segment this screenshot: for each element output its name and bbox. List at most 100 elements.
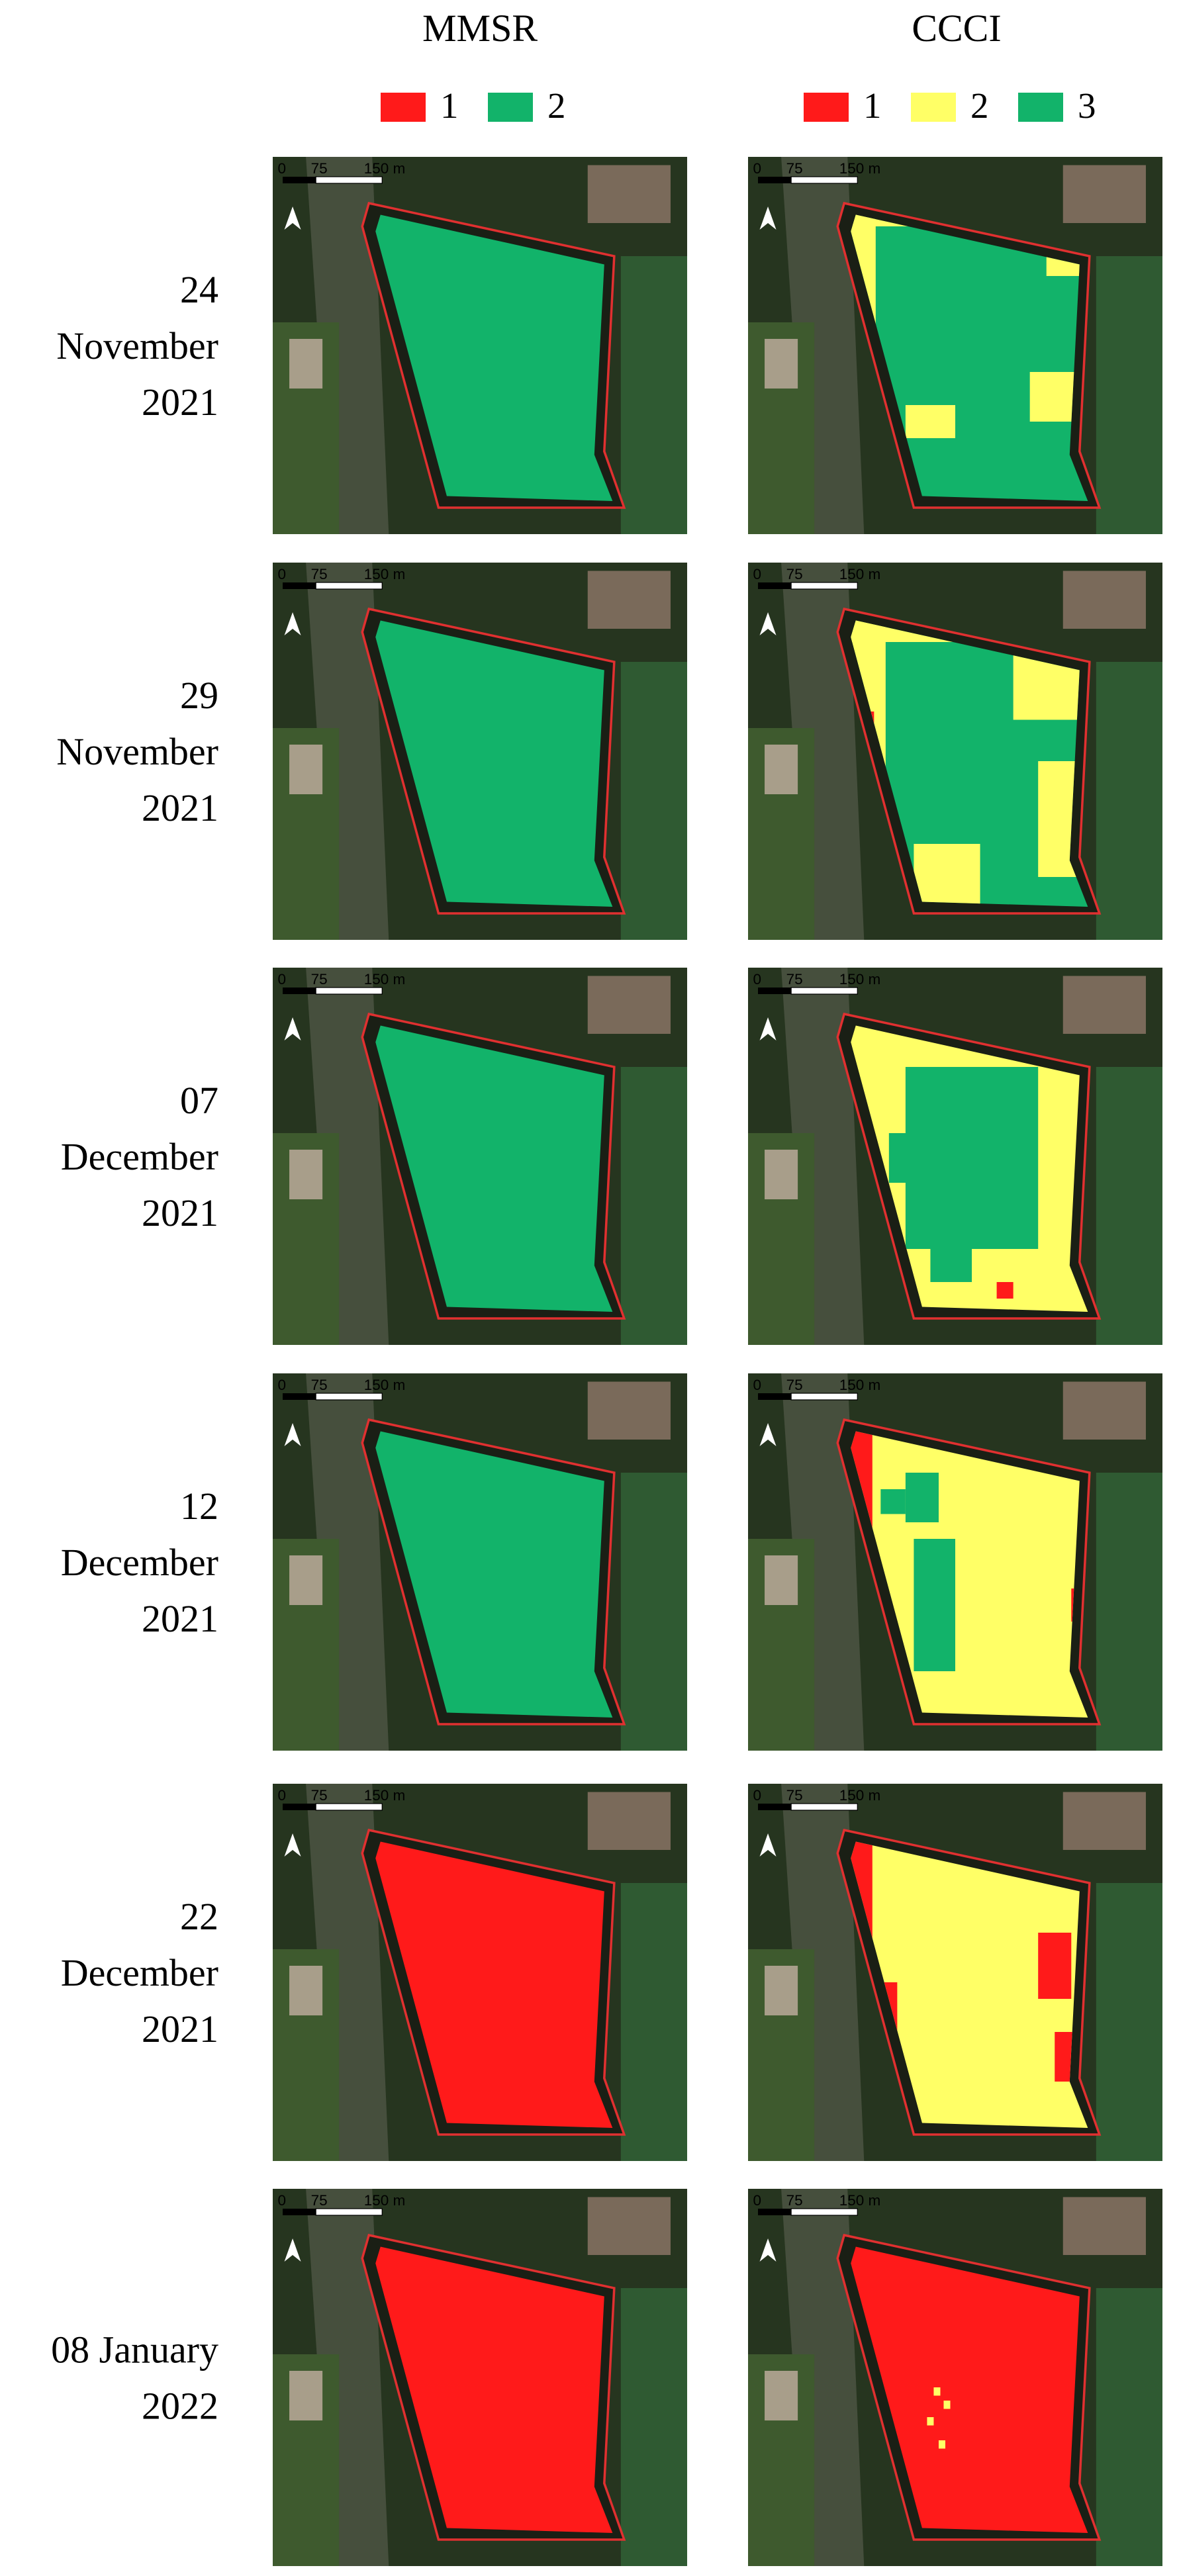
scale-bar-white [315,582,383,590]
class-patch [888,1133,922,1183]
scale-label: 75 [311,971,328,988]
class-patch [914,1539,955,1671]
north-arrow [284,612,301,635]
meadow [1096,2288,1162,2566]
scale-label: 0 [278,1787,287,1804]
field-class [375,1841,613,2128]
date-label: 08 January [51,2328,218,2371]
scale-bar-black [283,1393,316,1400]
scale-label: 0 [278,1377,287,1393]
date-label: 12 [180,1485,218,1528]
buildings [289,1555,323,1605]
scale-label: 0 [278,971,287,988]
scale-bar: 0 75 150 m [278,566,406,590]
scale-label: 150 m [364,1787,406,1804]
scale-label: 0 [753,1787,762,1804]
scale-label: 0 [753,971,762,988]
field-class [375,2246,613,2533]
meadow [620,1473,687,1751]
map-panel: 0 75 150 m [748,563,1162,940]
scale-bar-white [315,987,383,995]
scale-bar: 0 75 150 m [278,1787,406,1811]
scale-label: 150 m [364,971,406,988]
north-arrow [759,612,777,635]
legend-swatch [381,93,426,122]
scale-bar-black [283,2209,316,2215]
scale-bar-white [790,1803,858,1811]
meadow [620,1883,687,2161]
scale-label: 0 [753,160,762,177]
scale-bar-black [758,177,792,183]
scale-label: 75 [311,1787,328,1804]
scale-bar: 0 75 150 m [753,2192,880,2216]
scale-label: 0 [278,160,287,177]
field-class [851,1841,1088,2128]
north-arrow [759,2238,777,2262]
scale-bar: 0 75 150 m [753,971,881,995]
scale-label: 75 [786,1377,803,1393]
scale-bar-black [283,988,316,994]
date-label: 2021 [142,786,218,829]
class-patch [996,1282,1014,1299]
legend-label: 1 [440,85,459,126]
scale-label: 150 m [839,971,881,988]
scale-bar-black [758,2209,792,2215]
map-panel: 0 75 150 m [273,1373,687,1751]
scale-bar-white [790,176,858,184]
buildings [1062,165,1146,223]
scale-label: 0 [753,2192,762,2209]
scale-label: 75 [786,566,803,582]
date-label: December [61,1951,218,1994]
buildings [765,339,798,389]
map-panel: 0 75 150 m [273,563,687,940]
legend-label: 2 [970,85,989,126]
map-panel: 0 75 150 m [273,157,687,534]
column-title: MMSR [422,7,538,50]
scale-label: 75 [786,1787,803,1804]
date-label: 2021 [142,381,218,424]
legend-swatch [911,93,956,122]
scale-label: 150 m [839,160,881,177]
class-patch [905,1067,1039,1249]
scale-bar-black [283,1804,316,1810]
north-arrow [284,1017,301,1040]
map-panel: 0 75 150 m [273,968,687,1345]
scale-label: 150 m [839,566,881,582]
scale-bar: 0 75 150 m [278,971,406,995]
field-class [375,1025,613,1312]
buildings [289,339,323,389]
field-class [375,1431,613,1718]
class-patch [933,2387,941,2396]
north-arrow [759,1017,777,1040]
legend-label: 3 [1078,85,1096,126]
date-label: 29 [180,674,218,717]
date-label: 07 [180,1079,218,1122]
date-label: 2021 [142,2007,218,2050]
date-label: December [61,1541,218,1584]
scale-label: 150 m [364,160,406,177]
scale-label: 150 m [364,566,406,582]
scale-bar-black [758,988,792,994]
buildings [1062,1792,1146,1850]
scale-label: 75 [311,566,328,582]
buildings [1062,1381,1146,1440]
class-patch [927,2417,934,2426]
buildings [765,2371,798,2420]
buildings [765,1555,798,1605]
scale-label: 75 [311,160,328,177]
north-arrow [759,207,777,230]
class-patch [880,1489,906,1514]
north-arrow [284,1423,301,1446]
scale-bar: 0 75 150 m [753,1787,880,1811]
date-label: 2021 [142,1597,218,1640]
date-label: 2022 [142,2385,218,2428]
meadow [1096,1883,1162,2161]
meadow [620,2288,687,2566]
column-title: CCCI [912,7,1001,50]
scale-label: 0 [278,2192,287,2209]
scale-label: 75 [786,2192,803,2209]
meadow [620,256,687,534]
class-patch [905,405,955,438]
buildings [289,745,323,794]
scale-bar-black [758,582,792,589]
